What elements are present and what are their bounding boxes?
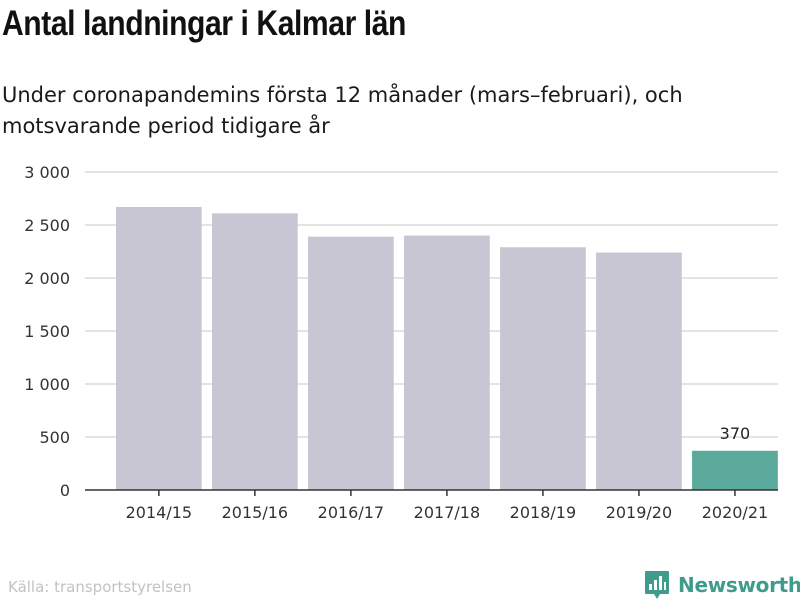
- x-tick-label: 2017/18: [414, 503, 480, 522]
- y-tick-label: 2 500: [24, 216, 70, 235]
- brand-name: Newsworthy: [678, 573, 800, 597]
- newsworthy-logo-icon: [645, 571, 669, 599]
- y-tick-label: 3 000: [24, 163, 70, 182]
- bar-2020-21: [692, 450, 778, 490]
- chart-title: Antal landningar i Kalmar län: [2, 4, 406, 43]
- x-tick-label: 2016/17: [318, 503, 384, 522]
- data-labels: 370: [720, 424, 751, 443]
- y-tick-label: 500: [39, 428, 70, 447]
- chart-subtitle: Under coronapandemins första 12 månader …: [2, 83, 683, 138]
- bar-2018-19: [500, 247, 586, 490]
- x-tick-label: 2015/16: [222, 503, 288, 522]
- x-axis-ticks: 2014/15 2015/16 2016/17 2017/18 2018/19 2019/…: [85, 489, 778, 522]
- bar-2016-17: [308, 236, 394, 490]
- bar-2014-15: [116, 206, 202, 491]
- x-tick-label: 2014/15: [126, 503, 192, 522]
- y-tick-label: 2 000: [24, 269, 70, 288]
- y-tick-label: 0: [60, 481, 70, 500]
- x-tick-label: 2018/19: [510, 503, 576, 522]
- y-axis-ticks: 0 500 1 000 1 500 2 000 2 500 3 000: [24, 163, 70, 500]
- bars: [116, 206, 778, 491]
- x-tick-label: 2020/21: [702, 503, 768, 522]
- source-note: Källa: transportstyrelsen: [8, 578, 192, 596]
- bar-2017-18: [404, 235, 490, 490]
- data-label: 370: [720, 424, 751, 443]
- y-tick-label: 1 000: [24, 375, 70, 394]
- bar-2019-20: [596, 252, 682, 490]
- brand-logo: Newsworthy: [644, 570, 800, 600]
- y-tick-label: 1 500: [24, 322, 70, 341]
- x-tick-label: 2019/20: [606, 503, 672, 522]
- bar-2015-16: [212, 213, 298, 490]
